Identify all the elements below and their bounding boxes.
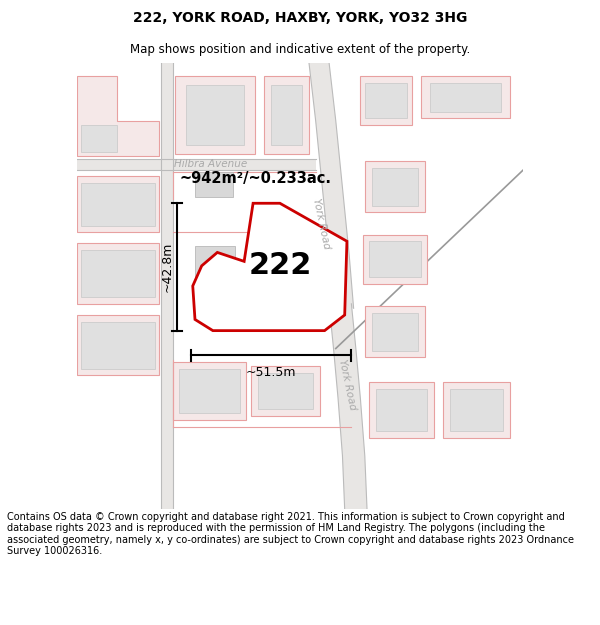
- Text: Map shows position and indicative extent of the property.: Map shows position and indicative extent…: [130, 42, 470, 56]
- Polygon shape: [77, 315, 159, 375]
- Polygon shape: [430, 82, 501, 112]
- Polygon shape: [376, 389, 427, 431]
- Polygon shape: [369, 241, 421, 277]
- Polygon shape: [81, 322, 155, 369]
- Text: York Road: York Road: [311, 197, 332, 250]
- Polygon shape: [81, 183, 155, 226]
- Polygon shape: [371, 312, 418, 351]
- Polygon shape: [365, 306, 425, 358]
- Polygon shape: [77, 159, 316, 170]
- Polygon shape: [195, 246, 235, 277]
- Text: 222, YORK ROAD, HAXBY, YORK, YO32 3HG: 222, YORK ROAD, HAXBY, YORK, YO32 3HG: [133, 11, 467, 26]
- Polygon shape: [195, 172, 233, 196]
- Polygon shape: [271, 85, 302, 145]
- Polygon shape: [179, 369, 239, 413]
- Polygon shape: [193, 203, 347, 331]
- Polygon shape: [450, 389, 503, 431]
- Text: ~942m²/~0.233ac.: ~942m²/~0.233ac.: [179, 171, 331, 186]
- Text: Contains OS data © Crown copyright and database right 2021. This information is : Contains OS data © Crown copyright and d…: [7, 512, 574, 556]
- Polygon shape: [365, 82, 407, 118]
- Polygon shape: [309, 62, 353, 308]
- Polygon shape: [161, 62, 173, 509]
- Polygon shape: [77, 76, 159, 156]
- Text: York Road: York Road: [337, 358, 357, 411]
- Polygon shape: [369, 382, 434, 438]
- Text: ~51.5m: ~51.5m: [246, 366, 296, 379]
- Text: ~42.8m: ~42.8m: [161, 242, 174, 292]
- Polygon shape: [365, 161, 425, 212]
- Polygon shape: [77, 244, 159, 304]
- Polygon shape: [81, 250, 155, 297]
- Text: Hilbra Avenue: Hilbra Avenue: [174, 159, 247, 169]
- Polygon shape: [173, 362, 247, 420]
- Polygon shape: [77, 176, 159, 232]
- Polygon shape: [443, 382, 510, 438]
- Polygon shape: [362, 234, 427, 284]
- Polygon shape: [251, 366, 320, 416]
- Polygon shape: [421, 76, 510, 118]
- Polygon shape: [371, 168, 418, 206]
- Polygon shape: [81, 125, 117, 152]
- Polygon shape: [251, 286, 309, 324]
- Polygon shape: [186, 85, 244, 145]
- Polygon shape: [264, 76, 309, 154]
- Text: 222: 222: [248, 251, 311, 281]
- Polygon shape: [175, 76, 256, 154]
- Polygon shape: [361, 76, 412, 125]
- Polygon shape: [329, 304, 367, 509]
- Polygon shape: [257, 373, 313, 409]
